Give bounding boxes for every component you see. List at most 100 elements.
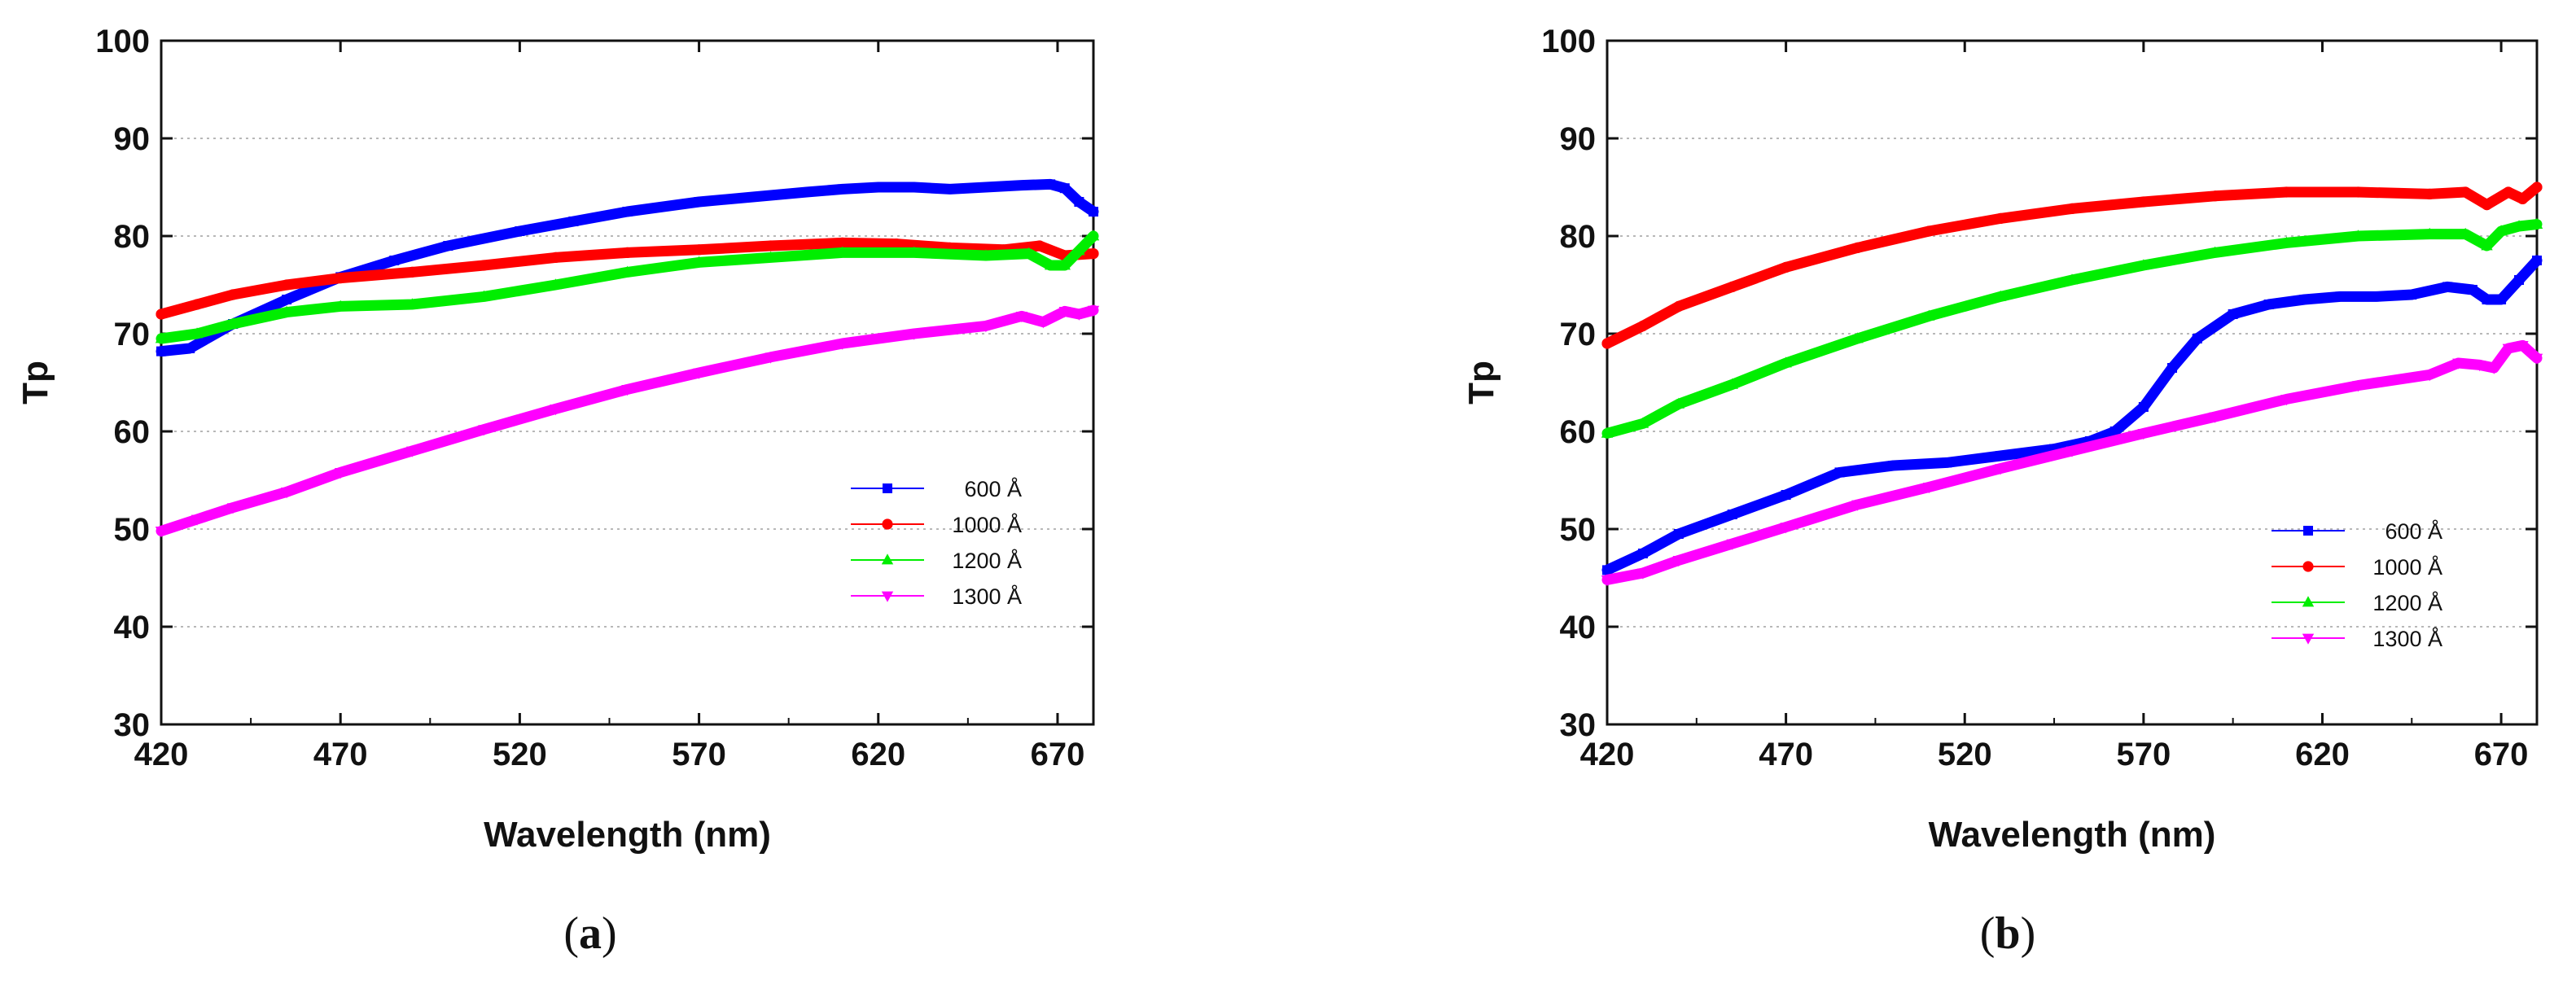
data-point bbox=[1037, 317, 1049, 329]
data-point bbox=[389, 256, 400, 265]
data-point bbox=[837, 237, 848, 248]
data-point bbox=[765, 240, 777, 252]
x-tick-label: 570 bbox=[2116, 737, 2171, 772]
data-point bbox=[226, 503, 239, 514]
chart-a: 30 40 50 60 70 80 90 100 420 470 520 570 620 670 Wavel… bbox=[15, 24, 1100, 959]
panel-caption: (a) bbox=[563, 908, 616, 959]
series-1300a bbox=[155, 304, 1100, 538]
data-point bbox=[1994, 290, 2007, 301]
data-point bbox=[2531, 182, 2543, 193]
data-point bbox=[1727, 281, 1738, 292]
data-point bbox=[2280, 186, 2293, 198]
data-point bbox=[2496, 295, 2507, 304]
series-line bbox=[156, 304, 1099, 536]
data-point bbox=[2263, 300, 2274, 309]
legend-label: 1000 Å bbox=[952, 512, 1022, 537]
y-tick-label: 30 bbox=[1560, 707, 1597, 743]
y-tick-label: 50 bbox=[114, 512, 151, 548]
x-tick-label: 420 bbox=[134, 737, 189, 772]
data-point bbox=[837, 184, 848, 195]
data-point bbox=[1044, 259, 1057, 270]
data-point bbox=[1727, 510, 1737, 519]
data-point bbox=[2066, 273, 2079, 285]
data-point bbox=[2481, 199, 2493, 211]
series-line bbox=[156, 237, 1099, 320]
data-point bbox=[2502, 343, 2515, 355]
data-point bbox=[1781, 490, 1791, 500]
legend-label: 1000 Å bbox=[2372, 554, 2442, 580]
series-1200a bbox=[155, 230, 1100, 344]
x-tick-label: 620 bbox=[2295, 737, 2350, 772]
legend-marker bbox=[2302, 596, 2315, 607]
data-point bbox=[156, 346, 166, 357]
data-point bbox=[1016, 180, 1027, 190]
data-point bbox=[2424, 370, 2436, 382]
data-point bbox=[335, 273, 346, 284]
data-point bbox=[908, 246, 921, 257]
data-point bbox=[226, 317, 239, 329]
data-point bbox=[1923, 225, 1934, 237]
data-point bbox=[1673, 529, 1684, 539]
data-point bbox=[334, 300, 347, 311]
data-point bbox=[2371, 291, 2381, 302]
data-point bbox=[550, 278, 562, 290]
series-1000a bbox=[1601, 182, 2543, 349]
y-tick-label: 90 bbox=[114, 121, 151, 157]
data-point bbox=[621, 247, 633, 258]
data-point bbox=[227, 289, 239, 300]
data-point bbox=[693, 368, 705, 379]
x-axis-label: Wavelength (nm) bbox=[484, 815, 771, 855]
data-point bbox=[621, 385, 633, 396]
data-point bbox=[2467, 285, 2477, 295]
data-point bbox=[1023, 247, 1035, 258]
data-point bbox=[764, 251, 777, 262]
data-point bbox=[801, 187, 812, 197]
data-point bbox=[2459, 227, 2472, 238]
panel-caption: (b) bbox=[1980, 908, 2035, 959]
caption-open-paren: ( bbox=[1980, 908, 1996, 959]
x-tick-label: 620 bbox=[851, 737, 905, 772]
y-axis-label: Tp bbox=[15, 361, 55, 405]
data-point bbox=[1780, 523, 1792, 534]
plot-frame bbox=[160, 39, 1095, 726]
data-point bbox=[2352, 186, 2364, 198]
data-point bbox=[2352, 230, 2364, 241]
x-tick-label: 420 bbox=[1580, 737, 1635, 772]
y-tick-label: 100 bbox=[1541, 24, 1596, 59]
data-point bbox=[1888, 461, 1899, 470]
data-point bbox=[478, 260, 489, 271]
y-tick-label: 80 bbox=[114, 219, 151, 255]
legend-label: 600 Å bbox=[2385, 518, 2442, 544]
data-point bbox=[2066, 203, 2078, 214]
data-point bbox=[1074, 197, 1084, 207]
data-point bbox=[2228, 309, 2238, 319]
data-point bbox=[1088, 248, 1099, 260]
data-point bbox=[280, 488, 293, 499]
legend-marker bbox=[881, 553, 894, 565]
x-tick-label: 670 bbox=[2474, 737, 2529, 772]
data-point bbox=[334, 468, 347, 479]
data-point bbox=[622, 207, 633, 217]
legend-label: 600 Å bbox=[964, 476, 1022, 501]
y-axis-label: Tp bbox=[1461, 361, 1501, 405]
data-point bbox=[944, 184, 955, 195]
data-point bbox=[908, 329, 921, 340]
panel-b: 30 40 50 60 70 80 90 100 420 470 520 570 620 670 Wavel… bbox=[1433, 0, 2576, 993]
data-point bbox=[2166, 363, 2177, 373]
y-tick-label: 90 bbox=[1560, 121, 1597, 157]
data-point bbox=[2530, 353, 2543, 365]
data-point bbox=[2424, 188, 2435, 199]
data-point bbox=[2460, 186, 2471, 198]
data-point bbox=[694, 197, 704, 207]
data-point bbox=[1995, 212, 2006, 224]
data-point bbox=[1073, 309, 1085, 321]
data-point bbox=[1637, 549, 1648, 558]
data-point bbox=[2138, 196, 2149, 208]
data-point bbox=[1089, 207, 1098, 217]
data-point bbox=[1851, 500, 1864, 511]
data-point bbox=[1058, 307, 1071, 318]
legend-marker bbox=[2302, 561, 2314, 572]
data-point bbox=[2138, 402, 2149, 412]
legend-label: 1200 Å bbox=[952, 548, 1022, 573]
x-axis-label: Wavelength (nm) bbox=[1929, 815, 2216, 855]
